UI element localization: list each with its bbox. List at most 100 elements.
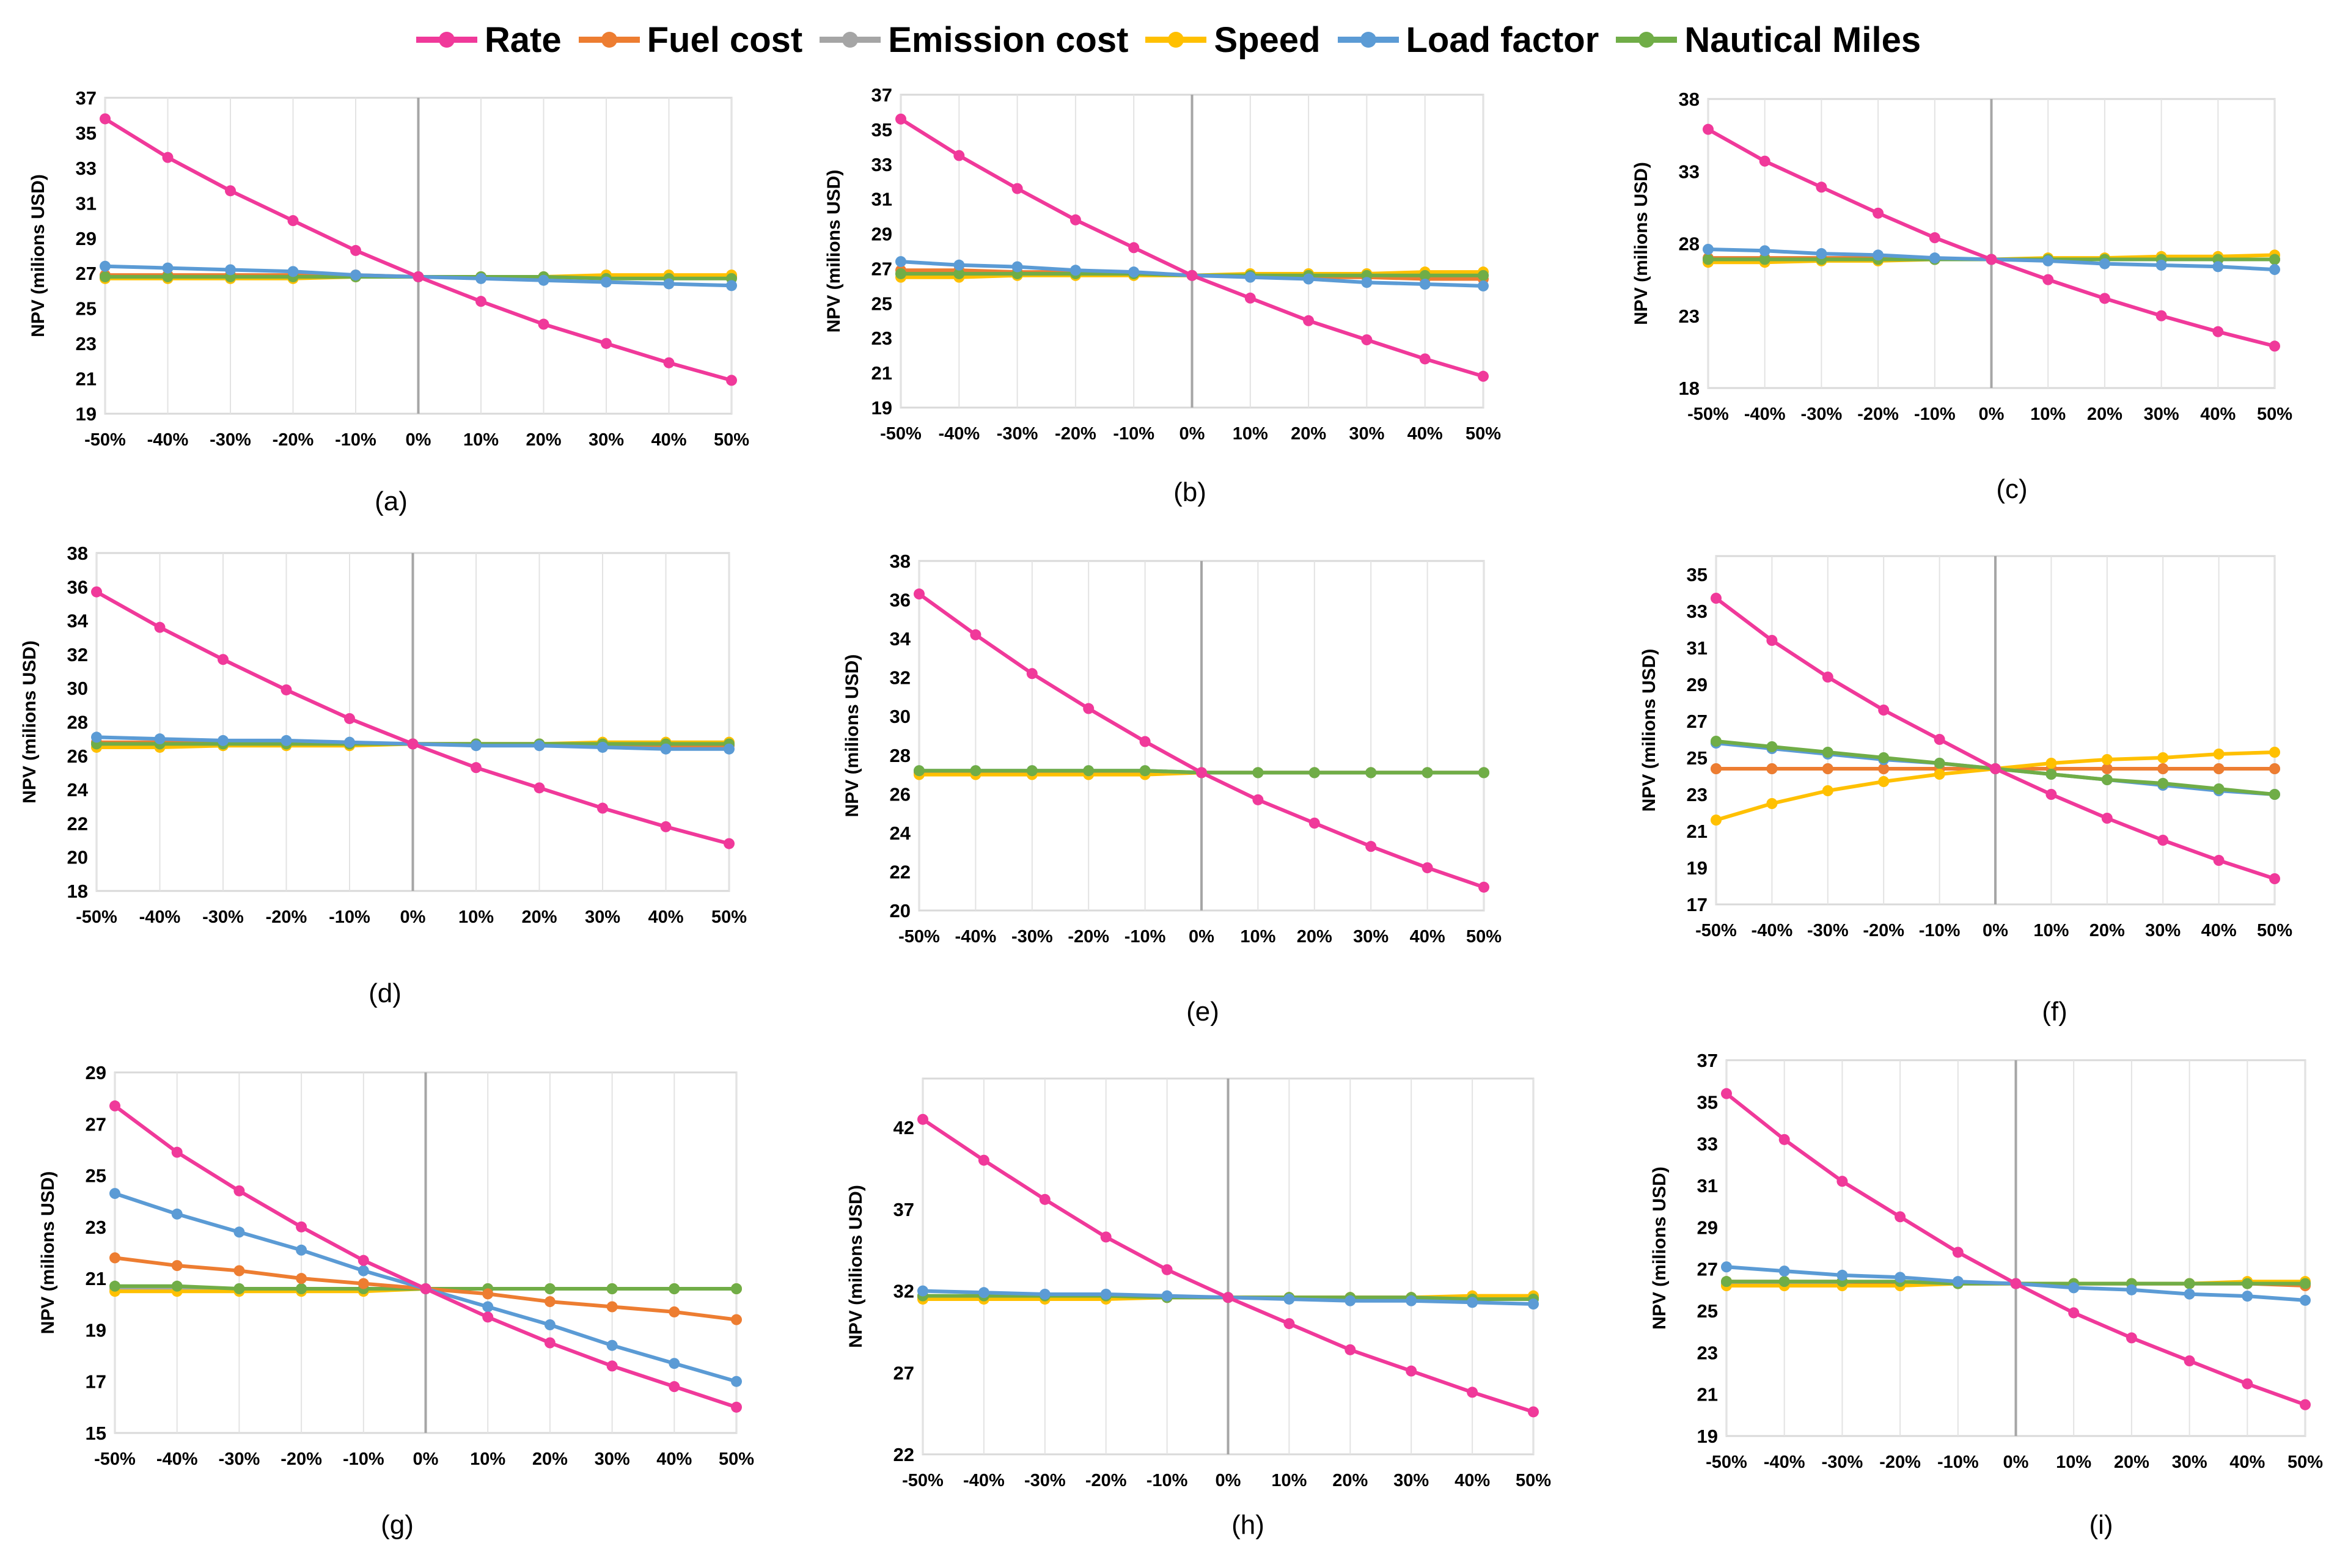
data-point bbox=[225, 185, 236, 197]
x-tick-label: -20% bbox=[273, 430, 314, 450]
legend-label: Emission cost bbox=[888, 20, 1129, 60]
data-point bbox=[2101, 754, 2113, 765]
y-tick-label: 19 bbox=[1697, 1426, 1718, 1447]
x-tick-label: 10% bbox=[1233, 424, 1268, 444]
data-point bbox=[1026, 765, 1038, 777]
data-point bbox=[2242, 1291, 2253, 1302]
panel-caption: (a) bbox=[375, 486, 408, 516]
y-tick-label: 33 bbox=[1697, 1134, 1718, 1155]
data-point bbox=[534, 782, 545, 794]
x-tick-label: 10% bbox=[2030, 405, 2066, 424]
data-point bbox=[2157, 763, 2169, 774]
data-point bbox=[1303, 273, 1315, 285]
data-point bbox=[669, 1358, 680, 1369]
data-point bbox=[2045, 758, 2057, 769]
data-point bbox=[606, 1339, 618, 1351]
data-point bbox=[1816, 248, 1827, 260]
data-point bbox=[1478, 370, 1489, 382]
x-tick-label: 20% bbox=[2089, 921, 2125, 940]
y-tick-label: 19 bbox=[86, 1319, 106, 1341]
legend-label: Rate bbox=[484, 20, 562, 60]
data-point bbox=[358, 1278, 369, 1289]
data-point bbox=[606, 1360, 618, 1372]
x-tick-label: 10% bbox=[2056, 1453, 2091, 1472]
data-point bbox=[281, 735, 292, 746]
y-axis-label: NPV (milions USD) bbox=[1639, 649, 1659, 812]
data-point bbox=[1100, 1231, 1112, 1243]
data-point bbox=[1721, 1276, 1732, 1288]
x-tick-label: 0% bbox=[1189, 927, 1214, 947]
data-point bbox=[1778, 1266, 1790, 1277]
data-point bbox=[1128, 266, 1140, 278]
data-point bbox=[1478, 269, 1489, 281]
data-point bbox=[482, 1311, 494, 1323]
series-rate bbox=[91, 586, 735, 849]
data-point bbox=[482, 1288, 494, 1300]
x-tick-label: 50% bbox=[719, 1449, 754, 1469]
data-point bbox=[1283, 1318, 1295, 1330]
data-point bbox=[1895, 1272, 1906, 1283]
y-tick-label: 21 bbox=[1697, 1384, 1718, 1405]
x-tick-label: -20% bbox=[1085, 1471, 1127, 1490]
legend-swatch-nautical-miles bbox=[1616, 32, 1678, 48]
data-point bbox=[953, 268, 965, 279]
chart-panel: 22 27 32 37 42 -50% -40% -30% -20% -10% 0% 10% 20% 30… bbox=[846, 1077, 1551, 1540]
data-point bbox=[358, 1255, 369, 1266]
y-tick-label: 22 bbox=[890, 861, 911, 882]
data-point bbox=[1952, 1247, 1964, 1258]
data-point bbox=[970, 629, 981, 640]
chart-panel: 20 22 24 26 28 30 32 34 36 38 -50% -40% -30% -20% -10%… bbox=[842, 551, 1502, 1027]
data-point bbox=[1365, 841, 1377, 852]
x-tick-label: 30% bbox=[585, 907, 620, 927]
y-tick-label: 25 bbox=[871, 293, 892, 314]
x-tick-label: 10% bbox=[463, 430, 499, 450]
data-point bbox=[1252, 794, 1264, 805]
data-point bbox=[1766, 798, 1778, 809]
y-tick-label: 27 bbox=[871, 258, 892, 279]
y-tick-label: 23 bbox=[871, 328, 892, 349]
data-point bbox=[1990, 763, 2001, 774]
data-point bbox=[1778, 1134, 1790, 1145]
data-point bbox=[2068, 1282, 2080, 1294]
data-point bbox=[2101, 774, 2113, 785]
data-point bbox=[1895, 1211, 1906, 1223]
chart-panel: 19 21 23 25 27 29 31 33 35 37 -50% -40% -30% -20% -10%… bbox=[28, 87, 749, 516]
y-tick-label: 34 bbox=[67, 610, 89, 632]
data-point bbox=[538, 274, 549, 286]
y-axis-label: NPV (milions USD) bbox=[1631, 162, 1651, 325]
data-point bbox=[1467, 1297, 1478, 1308]
series-rate bbox=[914, 588, 1489, 893]
x-tick-label: 0% bbox=[413, 1449, 439, 1469]
y-tick-label: 31 bbox=[871, 189, 892, 210]
data-point bbox=[1478, 767, 1489, 779]
data-point bbox=[2242, 1378, 2253, 1390]
chart-panel: 18 20 22 24 26 28 30 32 34 36 38 -50% -40% -30% -20% -1… bbox=[20, 543, 747, 1008]
data-point bbox=[1361, 277, 1373, 288]
data-point bbox=[544, 1337, 556, 1349]
panel-caption: (b) bbox=[1173, 477, 1206, 507]
chart-panel: 17 19 21 23 25 27 29 31 33 35 -50% -40% -30% -20% -10%… bbox=[1639, 555, 2292, 1027]
panel-caption: (h) bbox=[1231, 1510, 1264, 1540]
data-point bbox=[171, 1208, 183, 1220]
x-tick-label: -30% bbox=[219, 1449, 260, 1469]
data-point bbox=[2300, 1278, 2311, 1289]
x-tick-label: 40% bbox=[1410, 927, 1445, 947]
data-point bbox=[2213, 763, 2225, 774]
data-point bbox=[601, 338, 612, 350]
data-point bbox=[1766, 741, 1778, 752]
data-point bbox=[917, 1113, 928, 1125]
data-point bbox=[100, 113, 111, 125]
x-tick-label: -20% bbox=[1879, 1453, 1921, 1472]
data-point bbox=[1308, 818, 1320, 829]
data-point bbox=[2101, 763, 2113, 774]
x-tick-label: 30% bbox=[2144, 405, 2179, 424]
data-point bbox=[1011, 183, 1023, 194]
data-point bbox=[1934, 758, 1945, 769]
legend-swatch-speed bbox=[1145, 32, 1207, 48]
data-point bbox=[1478, 881, 1489, 893]
x-tick-label: 0% bbox=[406, 430, 431, 450]
chart-legend: Rate Fuel cost Emission cost Speed Load fact… bbox=[0, 0, 2337, 79]
data-point bbox=[917, 1285, 928, 1297]
y-tick-label: 37 bbox=[76, 87, 97, 109]
x-tick-label: -30% bbox=[1011, 927, 1053, 947]
